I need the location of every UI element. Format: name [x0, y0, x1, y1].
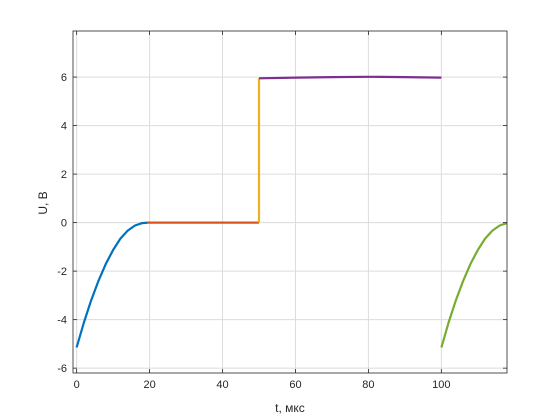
y-tick-label: 4 — [61, 121, 67, 133]
plot-background — [73, 31, 507, 373]
y-tick-label: 0 — [61, 218, 67, 230]
axes — [72, 30, 508, 374]
x-tick-label: 0 — [74, 379, 80, 391]
series-lines — [75, 75, 508, 348]
series-line-4 — [258, 75, 442, 80]
x-tick-label: 40 — [216, 379, 228, 391]
tick-labels: 0 20 40 60 80 100 -6 -4 -2 0 2 4 6 — [57, 72, 450, 391]
x-tick-label: 20 — [143, 379, 155, 391]
y-tick-label: -6 — [57, 363, 67, 375]
x-tick-label: 80 — [362, 379, 374, 391]
y-tick-label: 6 — [61, 72, 67, 84]
series-line-1 — [75, 221, 148, 348]
y-tick-label: -4 — [57, 315, 67, 327]
y-axis-label: U, В — [36, 191, 50, 214]
grid-lines — [73, 31, 507, 373]
y-tick-label: 2 — [61, 169, 67, 181]
series-line-5 — [440, 222, 508, 348]
x-axis-label: t, мкс — [275, 401, 305, 415]
x-tick-label: 60 — [289, 379, 301, 391]
axes-box — [72, 30, 508, 374]
y-tick-label: -2 — [57, 266, 67, 278]
x-tick-label: 100 — [432, 379, 450, 391]
